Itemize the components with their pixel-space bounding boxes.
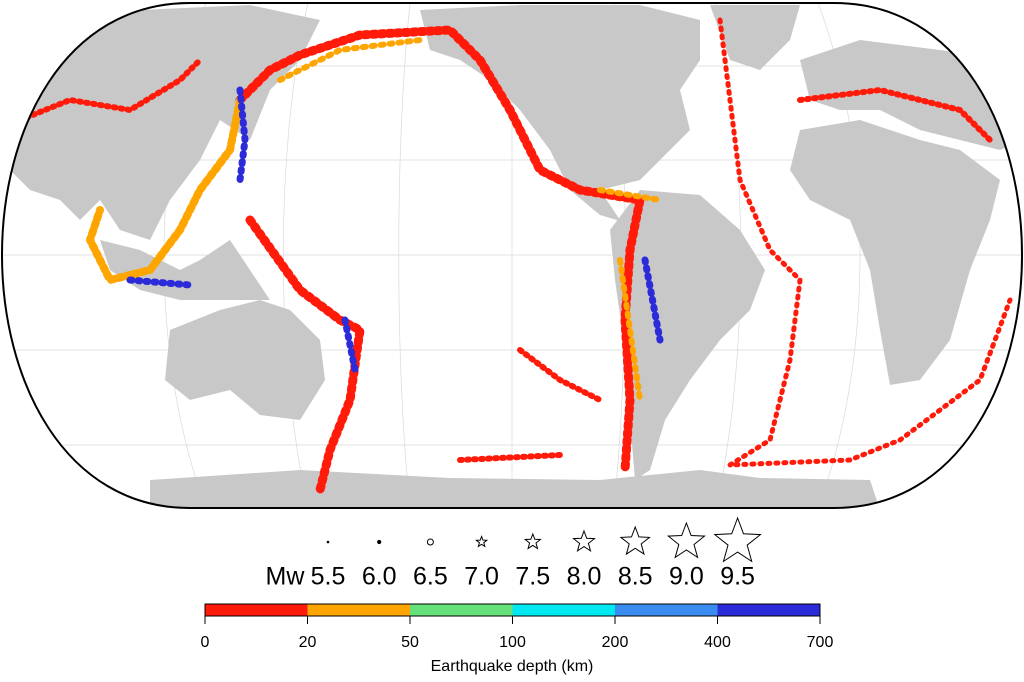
legend-label: 7.5 (515, 563, 550, 591)
colorbar-tick-label: 100 (499, 634, 526, 651)
colorbar: Earthquake depth (km) 0 20 50 100 200 400 700 (201, 603, 834, 675)
legend-symbol (572, 529, 596, 553)
legend-label: 7.0 (464, 563, 499, 591)
legend-label: 5.5 (311, 563, 346, 591)
colorbar-segment (717, 604, 820, 616)
colorbar-tick-label: 50 (401, 634, 419, 651)
legend-symbol (619, 525, 651, 556)
colorbar-tick-label: 700 (807, 634, 834, 651)
map-frame (0, 2, 1024, 509)
legend-label: 9.5 (720, 563, 755, 591)
legend-label: 6.5 (413, 563, 448, 591)
legend-symbol (713, 516, 762, 563)
legend: Mw 5.5 6.0 6.5 7.0 7.5 8.0 8.5 9.0 9.5 (266, 516, 762, 591)
earthquakes (17, 17, 1013, 495)
colorbar-segment (205, 604, 308, 616)
colorbar-segment (307, 604, 410, 616)
legend-symbol (426, 538, 434, 546)
legend-symbol (377, 539, 382, 545)
legend-label: 8.5 (618, 563, 653, 591)
colorbar-segment (615, 604, 718, 616)
colorbar-segment (410, 604, 513, 616)
legend-symbol (326, 540, 330, 544)
legend-symbol (523, 532, 542, 550)
legend-symbol (666, 521, 706, 559)
map (2, 3, 1022, 508)
colorbar-segment (512, 604, 615, 616)
colorbar-tick-label: 200 (602, 634, 629, 651)
colorbar-tick-label: 20 (299, 634, 317, 651)
legend-label: 6.0 (362, 563, 397, 591)
colorbar-label: Earthquake depth (km) (431, 658, 594, 675)
legend-symbol (475, 535, 489, 548)
legend-label: 8.0 (567, 563, 602, 591)
legend-label: 9.0 (669, 563, 704, 591)
colorbar-tick-label: 400 (704, 634, 731, 651)
legend-title: Mw (266, 563, 306, 591)
colorbar-tick-label: 0 (201, 634, 210, 651)
